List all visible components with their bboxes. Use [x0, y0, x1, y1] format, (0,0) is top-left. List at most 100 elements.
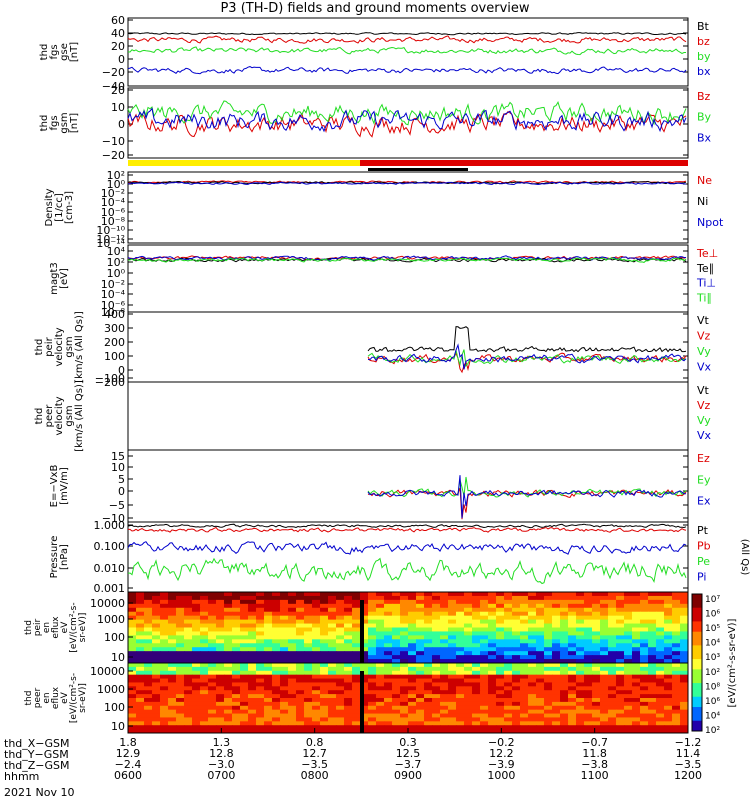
spec-cell	[336, 627, 345, 632]
spec-cell	[568, 709, 577, 715]
spec-cell	[528, 611, 537, 617]
spec-cell	[328, 623, 337, 628]
spec-cell	[584, 678, 593, 683]
spec-cell	[560, 686, 569, 691]
spec-cell	[456, 690, 465, 695]
spec-cell	[128, 595, 137, 601]
spec-cell	[248, 709, 257, 715]
spec-cell	[496, 599, 505, 605]
spec-cell	[496, 694, 505, 699]
spec-cell	[544, 698, 553, 703]
spec-cell	[272, 659, 281, 664]
spec-cell	[512, 615, 521, 621]
spec-cell	[256, 595, 265, 601]
spec-cell	[392, 647, 401, 652]
spec-cell	[344, 678, 353, 683]
spec-cell	[128, 729, 137, 734]
spec-cell	[568, 627, 577, 632]
spec-cell	[240, 713, 249, 718]
spec-cell	[224, 725, 233, 730]
spec-cell	[672, 603, 681, 609]
spec-cell	[344, 639, 353, 644]
spec-cell	[168, 686, 177, 691]
spec-cell	[376, 611, 385, 617]
spec-cell	[368, 713, 377, 718]
spec-cell	[648, 674, 657, 680]
spec-cell	[472, 603, 481, 609]
spec-cell	[144, 619, 153, 625]
spec-cell	[176, 663, 185, 668]
spec-cell	[144, 713, 153, 718]
spec-cell	[192, 729, 201, 734]
spec-cell	[672, 701, 681, 707]
ylabel-line: [eV]	[59, 268, 70, 289]
spec-cell	[224, 682, 233, 687]
spec-cell	[312, 670, 321, 676]
spec-cell	[600, 725, 609, 730]
spec-cell	[296, 701, 305, 707]
spec-cell	[512, 717, 521, 722]
spec-cell	[248, 729, 257, 734]
spec-cell	[488, 635, 497, 640]
spec-cell	[208, 643, 217, 648]
spec-cell	[584, 631, 593, 636]
spec-cell	[216, 694, 225, 699]
spec-cell	[448, 615, 457, 621]
spec-cell	[528, 659, 537, 664]
spec-cell	[664, 725, 673, 730]
spec-cell	[464, 666, 473, 672]
ylabel-line: [1/cc]	[54, 193, 65, 222]
spec-cell	[280, 615, 289, 621]
colorbar-tick: 10⁶	[705, 697, 720, 707]
spec-cell	[440, 651, 449, 656]
spec-cell	[552, 627, 561, 632]
spec-cell	[680, 595, 689, 601]
spec-cell	[408, 666, 417, 672]
spec-cell	[504, 686, 513, 691]
spec-cell	[416, 701, 425, 707]
spec-cell	[392, 705, 401, 711]
spec-cell	[136, 619, 145, 625]
spec-cell	[576, 729, 585, 734]
spec-cell	[592, 705, 601, 711]
spec-cell	[528, 592, 537, 597]
spec-cell	[496, 709, 505, 715]
spec-cell	[328, 698, 337, 703]
spec-cell	[464, 713, 473, 718]
spec-cell	[672, 639, 681, 644]
spec-cell	[344, 663, 353, 668]
spec-cell	[160, 678, 169, 683]
spec-cell	[608, 698, 617, 703]
spec-cell	[536, 678, 545, 683]
spec-cell	[440, 725, 449, 730]
spec-cell	[264, 643, 273, 648]
spec-cell	[312, 595, 321, 601]
spec-cell	[488, 717, 497, 722]
spec-cell	[664, 599, 673, 605]
spec-cell	[368, 627, 377, 632]
spec-cell	[512, 674, 521, 680]
spec-cell	[184, 611, 193, 617]
spec-cell	[208, 647, 217, 652]
spec-cell	[576, 643, 585, 648]
spec-cell	[408, 592, 417, 597]
spec-cell	[320, 717, 329, 722]
spec-cell	[592, 611, 601, 617]
spec-cell	[184, 643, 193, 648]
spec-cell	[368, 670, 377, 676]
spec-cell	[224, 592, 233, 597]
spec-cell	[336, 666, 345, 672]
spec-cell	[304, 635, 313, 640]
spec-cell	[320, 599, 329, 605]
spec-cell	[448, 592, 457, 597]
spec-cell	[376, 659, 385, 664]
spec-cell	[496, 635, 505, 640]
spec-cell	[360, 666, 369, 672]
spec-cell	[152, 615, 161, 621]
spec-cell	[672, 717, 681, 722]
colorbar-cell	[692, 594, 702, 598]
spec-cell	[576, 647, 585, 652]
spec-cell	[448, 701, 457, 707]
spec-cell	[592, 595, 601, 601]
spec-cell	[176, 666, 185, 672]
